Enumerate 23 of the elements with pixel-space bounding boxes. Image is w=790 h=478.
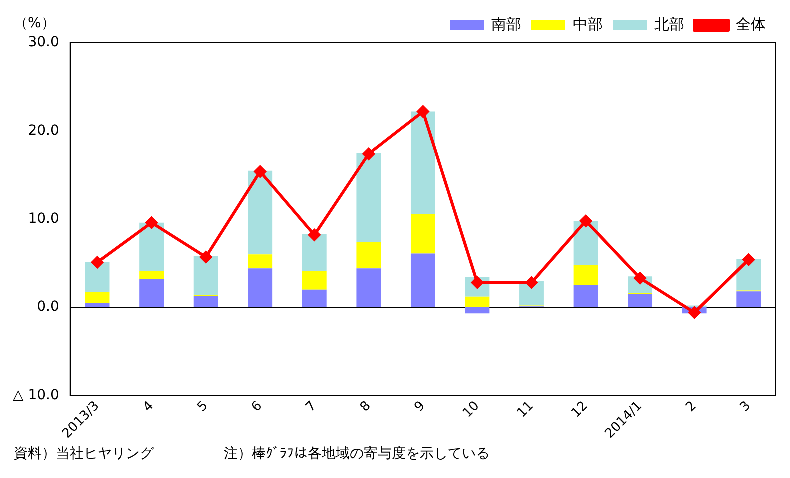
y-tick-label: 30.0 (28, 34, 60, 51)
x-tick-label: 6 (249, 398, 266, 416)
x-tick-label: 11 (514, 398, 537, 422)
x-tick-label: 8 (358, 398, 374, 416)
legend-label: 中部 (573, 15, 603, 34)
x-tick-label: 5 (194, 398, 212, 416)
legend-label: 全体 (736, 15, 766, 34)
y-axis-title: （%） (14, 16, 56, 32)
x-tick-label: 10 (460, 398, 483, 422)
x-tick-label: 12 (568, 398, 592, 422)
text: 注）棒ｸﾞﾗﾌは各地域の寄与度を示している (224, 445, 490, 463)
x-tick-label: 4 (140, 398, 158, 416)
text: 資料）当社ヒヤリング (14, 445, 154, 463)
x-tick-label: 3 (738, 398, 754, 416)
y-tick-label: 10.0 (28, 210, 60, 227)
y-tick-label: △ 10.0 (13, 387, 60, 404)
legend-label: 北部 (654, 15, 684, 34)
y-tick-label: 20.0 (28, 122, 60, 139)
x-tick-label: 9 (412, 398, 428, 416)
x-tick-label: 2 (683, 398, 700, 416)
legend-label: 南部 (492, 15, 522, 34)
y-tick-label: 0.0 (37, 299, 60, 316)
x-tick-label: 7 (303, 398, 320, 416)
